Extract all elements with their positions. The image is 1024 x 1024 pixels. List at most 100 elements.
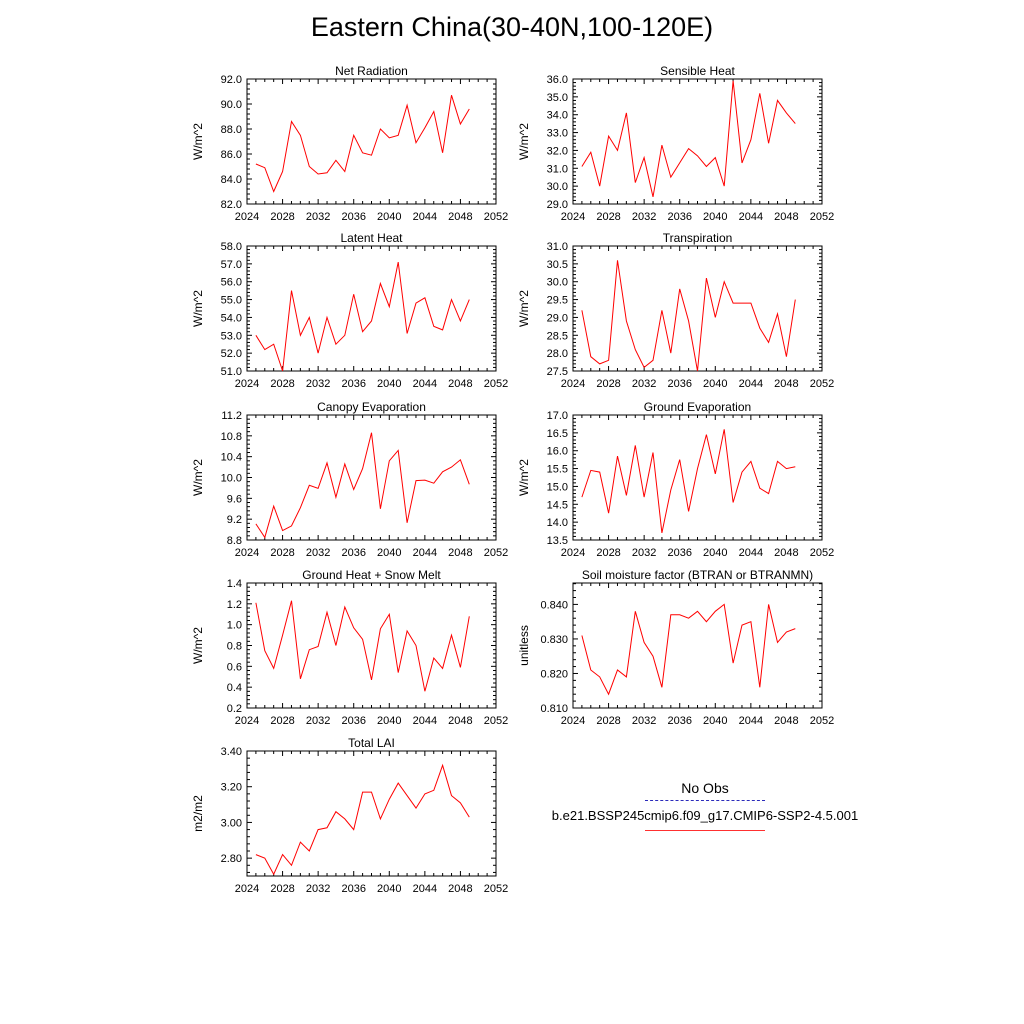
panel-frame: [246, 582, 497, 709]
y-tick-label: 8.8: [227, 535, 242, 547]
panel-title: Ground Evaporation: [644, 400, 751, 414]
x-tick-label: 2040: [377, 883, 401, 895]
x-tick-label: 2040: [377, 211, 401, 223]
y-tick-label: 31.0: [547, 163, 568, 175]
x-tick-label: 2036: [341, 211, 365, 223]
x-tick-label: 2052: [484, 547, 508, 559]
y-tick-label: 88.0: [221, 124, 242, 136]
x-tick-label: 2024: [561, 547, 585, 559]
x-tick-label: 2052: [484, 715, 508, 727]
panel-5: Canopy Evaporation W/m^2 2024 2028 2032 2036 2…: [191, 400, 508, 559]
y-tick-label: 28.5: [547, 330, 568, 342]
y-tick-label: 27.5: [547, 366, 568, 378]
x-tick-label: 2048: [448, 715, 472, 727]
y-tick-label: 10.4: [221, 452, 242, 464]
y-axis-label: W/m^2: [191, 290, 205, 327]
panel-title: Latent Heat: [340, 231, 403, 245]
series-line: [581, 429, 796, 534]
legend-obs-label: No Obs: [681, 780, 729, 796]
y-tick-label: 17.0: [547, 410, 568, 422]
x-tick-label: 2052: [810, 378, 834, 390]
series-line: [581, 80, 796, 198]
x-tick-label: 2040: [703, 547, 727, 559]
legend-obs-line: [645, 800, 765, 801]
y-tick-label: 86.0: [221, 149, 242, 161]
series-line: [255, 432, 470, 539]
x-tick-label: 2036: [667, 547, 691, 559]
panel-frame: [246, 78, 497, 205]
x-tick-label: 2040: [377, 547, 401, 559]
x-tick-label: 2028: [270, 883, 294, 895]
y-axis-label: W/m^2: [191, 123, 205, 160]
x-tick-label: 2024: [561, 715, 585, 727]
x-tick-label: 2036: [341, 378, 365, 390]
y-axis-label: W/m^2: [517, 123, 531, 160]
y-tick-label: 56.0: [221, 277, 242, 289]
y-tick-label: 28.0: [547, 348, 568, 360]
panel-2: Sensible Heat W/m^2 2024 2028 2032 2036 2040 20…: [517, 64, 834, 223]
y-tick-label: 33.0: [547, 128, 568, 140]
x-tick-label: 2052: [484, 883, 508, 895]
y-tick-label: 16.5: [547, 428, 568, 440]
x-tick-label: 2048: [774, 715, 798, 727]
y-tick-label: 0.820: [540, 668, 568, 680]
y-tick-label: 1.0: [227, 620, 242, 632]
x-tick-label: 2048: [774, 547, 798, 559]
x-tick-label: 2024: [561, 378, 585, 390]
x-tick-label: 2028: [270, 715, 294, 727]
y-tick-label: 11.2: [221, 410, 242, 422]
x-tick-label: 2036: [341, 883, 365, 895]
x-tick-label: 2028: [270, 211, 294, 223]
y-tick-label: 30.0: [547, 181, 568, 193]
panel-4: Transpiration W/m^2 2024 2028 2032 2036 2040 20…: [517, 231, 834, 390]
y-tick-label: 0.810: [540, 703, 568, 715]
x-tick-label: 2052: [484, 211, 508, 223]
x-tick-label: 2048: [448, 547, 472, 559]
series-line: [581, 603, 796, 696]
x-tick-label: 2032: [632, 378, 656, 390]
x-tick-label: 2032: [632, 547, 656, 559]
x-tick-label: 2032: [306, 547, 330, 559]
series-line: [255, 763, 470, 876]
y-tick-label: 84.0: [221, 174, 242, 186]
y-tick-label: 55.0: [221, 295, 242, 307]
x-tick-label: 2044: [739, 715, 763, 727]
x-tick-label: 2048: [448, 883, 472, 895]
x-tick-label: 2048: [774, 378, 798, 390]
panel-title: Sensible Heat: [660, 64, 735, 78]
x-tick-label: 2052: [810, 211, 834, 223]
x-tick-label: 2024: [235, 715, 259, 727]
x-tick-label: 2028: [270, 378, 294, 390]
panel-frame: [572, 414, 823, 541]
y-axis-label: unitless: [517, 625, 531, 666]
y-axis-label: m2/m2: [191, 795, 205, 832]
y-tick-label: 90.0: [221, 99, 242, 111]
panel-1: Net Radiation W/m^2 2024 2028 2032 2036 2040 20…: [191, 64, 508, 223]
y-tick-label: 14.5: [547, 499, 568, 511]
y-tick-label: 9.6: [227, 493, 242, 505]
y-tick-label: 0.830: [540, 634, 568, 646]
y-tick-label: 10.0: [221, 473, 242, 485]
panel-frame: [572, 245, 823, 372]
panel-title: Transpiration: [663, 231, 733, 245]
y-tick-label: 10.8: [221, 431, 242, 443]
panel-title: Canopy Evaporation: [317, 400, 426, 414]
panel-7: Ground Heat + Snow Melt W/m^2 2024 2028 2032…: [191, 568, 508, 727]
legend: No Obs b.e21.BSSP245cmip6.f09_g17.CMIP6-…: [530, 780, 890, 840]
series-line: [255, 95, 470, 193]
y-tick-label: 30.5: [547, 259, 568, 271]
legend-case-label: b.e21.BSSP245cmip6.f09_g17.CMIP6-SSP2-4.…: [551, 808, 859, 823]
y-axis-label: W/m^2: [191, 459, 205, 496]
y-tick-label: 29.0: [547, 199, 568, 211]
x-tick-label: 2032: [306, 883, 330, 895]
y-tick-label: 29.5: [547, 295, 568, 307]
y-axis-label: W/m^2: [517, 290, 531, 327]
y-tick-label: 29.0: [547, 312, 568, 324]
y-tick-label: 82.0: [221, 199, 242, 211]
x-tick-label: 2036: [667, 378, 691, 390]
x-tick-label: 2044: [739, 547, 763, 559]
x-tick-label: 2040: [377, 378, 401, 390]
x-tick-label: 2040: [703, 378, 727, 390]
y-tick-label: 31.0: [547, 241, 568, 253]
x-tick-label: 2028: [596, 715, 620, 727]
